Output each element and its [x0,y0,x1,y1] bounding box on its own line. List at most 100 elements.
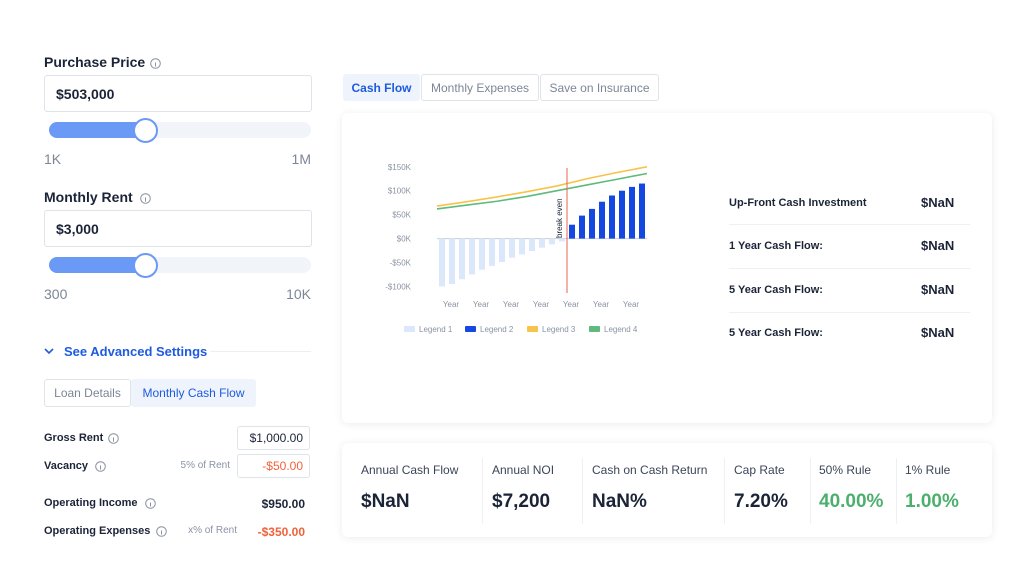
y-tick-label: $100K [388,187,412,196]
divider [210,351,311,352]
metric-label: Annual Cash Flow [361,463,459,477]
label: Purchase Price [44,54,146,70]
annotation: break even [555,198,564,238]
advanced-toggle[interactable]: See Advanced Settings [64,344,208,359]
bar [529,238,535,252]
info-icon[interactable] [150,58,161,69]
bar [539,238,545,248]
bar [449,238,455,285]
metric-label: 1% Rule [905,463,951,477]
input[interactable]: $503,000 [44,75,312,112]
legend-label: Legend 4 [604,325,638,334]
x-tick-label: Year [503,300,520,309]
divider [729,268,970,269]
slider-max: 10K [286,286,311,302]
metric-value: $7,200 [492,491,551,512]
metric-value: NaN% [592,491,647,512]
input[interactable]: $1,000.00 [237,426,310,450]
slider-min: 1K [44,151,62,167]
y-tick-label: -$50K [390,259,412,268]
bar [499,238,505,263]
metric-value: 40.00% [819,491,884,512]
line [436,165,648,207]
y-tick-label: $0K [397,235,412,244]
divider [810,458,811,524]
row-value: -$350.00 [257,525,305,539]
metrics-card [342,443,992,537]
row-note: 5% of Rent [180,460,230,471]
bar [509,238,515,258]
summary-label: 1 Year Cash Flow: [729,240,823,252]
metric-value: 1.00% [905,491,959,512]
legend-swatch [465,326,476,332]
divider [729,224,970,225]
slider-fill [49,257,149,273]
y-tick-label: -$100K [385,282,411,291]
tab-active[interactable]: Cash Flow [343,74,420,101]
legend-label: Legend 1 [419,325,453,334]
chevron[interactable] [44,346,54,356]
bar [609,195,615,239]
bar [479,238,485,270]
bar [629,186,635,239]
row-label: Operating Expenses [44,525,151,537]
tab[interactable]: Save on Insurance [540,74,659,101]
summary-value: $NaN [921,195,955,210]
x-tick-label: Year [593,300,610,309]
bar [619,190,625,239]
info-icon[interactable] [140,193,151,204]
legend-swatch [404,326,415,332]
bar [469,238,475,275]
slider-min: 300 [44,286,68,302]
bar [559,238,565,242]
info-icon[interactable] [145,498,156,509]
row-value: $950.00 [261,497,305,511]
slider-thumb[interactable] [133,253,158,278]
divider [729,312,970,313]
summary-label: 5 Year Cash Flow: [729,284,823,296]
bar [579,215,585,239]
input[interactable]: $3,000 [44,210,312,247]
divider [896,458,897,524]
metric-label: Cash on Cash Return [592,463,708,477]
info-icon[interactable] [108,433,119,444]
row-label: Vacancy [44,460,89,472]
bar [459,238,465,280]
input[interactable]: -$50.00 [237,454,310,478]
y-tick-label: $150K [388,163,412,172]
tab-active[interactable]: Monthly Cash Flow [131,379,256,407]
summary-value: $NaN [921,282,955,297]
x-tick-label: Year [623,300,640,309]
bar [549,238,555,245]
bar [569,224,575,239]
bar [489,238,495,266]
x-tick-label: Year [533,300,550,309]
summary-value: $NaN [921,238,955,253]
y-tick-label: $50K [392,211,411,220]
slider-max: 1M [291,151,311,167]
info-icon[interactable] [156,526,167,537]
label: Monthly Rent [44,189,133,205]
slider-fill [49,122,149,138]
summary-label: Up-Front Cash Investment [729,197,867,209]
chart: $150K $100K $50K $0K -$50K -$100K Year Year Year… [385,163,648,334]
x-tick-label: Year [563,300,580,309]
metric-label: Annual NOI [492,463,555,477]
bar [599,201,605,239]
row-label: Gross Rent [44,432,104,444]
tab[interactable]: Monthly Expenses [421,74,539,101]
line [436,172,648,210]
summary-value: $NaN [921,325,955,340]
legend-label: Legend 2 [480,325,514,334]
slider-thumb[interactable] [133,118,158,143]
info-icon[interactable] [95,461,106,472]
bar [639,183,645,239]
row-label: Operating Income [44,497,138,509]
tab[interactable]: Loan Details [44,379,131,407]
x-tick-label: Year [443,300,460,309]
legend-swatch [527,326,538,332]
legend-label: Legend 3 [542,325,576,334]
divider [482,458,483,524]
metric-label: 50% Rule [819,463,872,477]
